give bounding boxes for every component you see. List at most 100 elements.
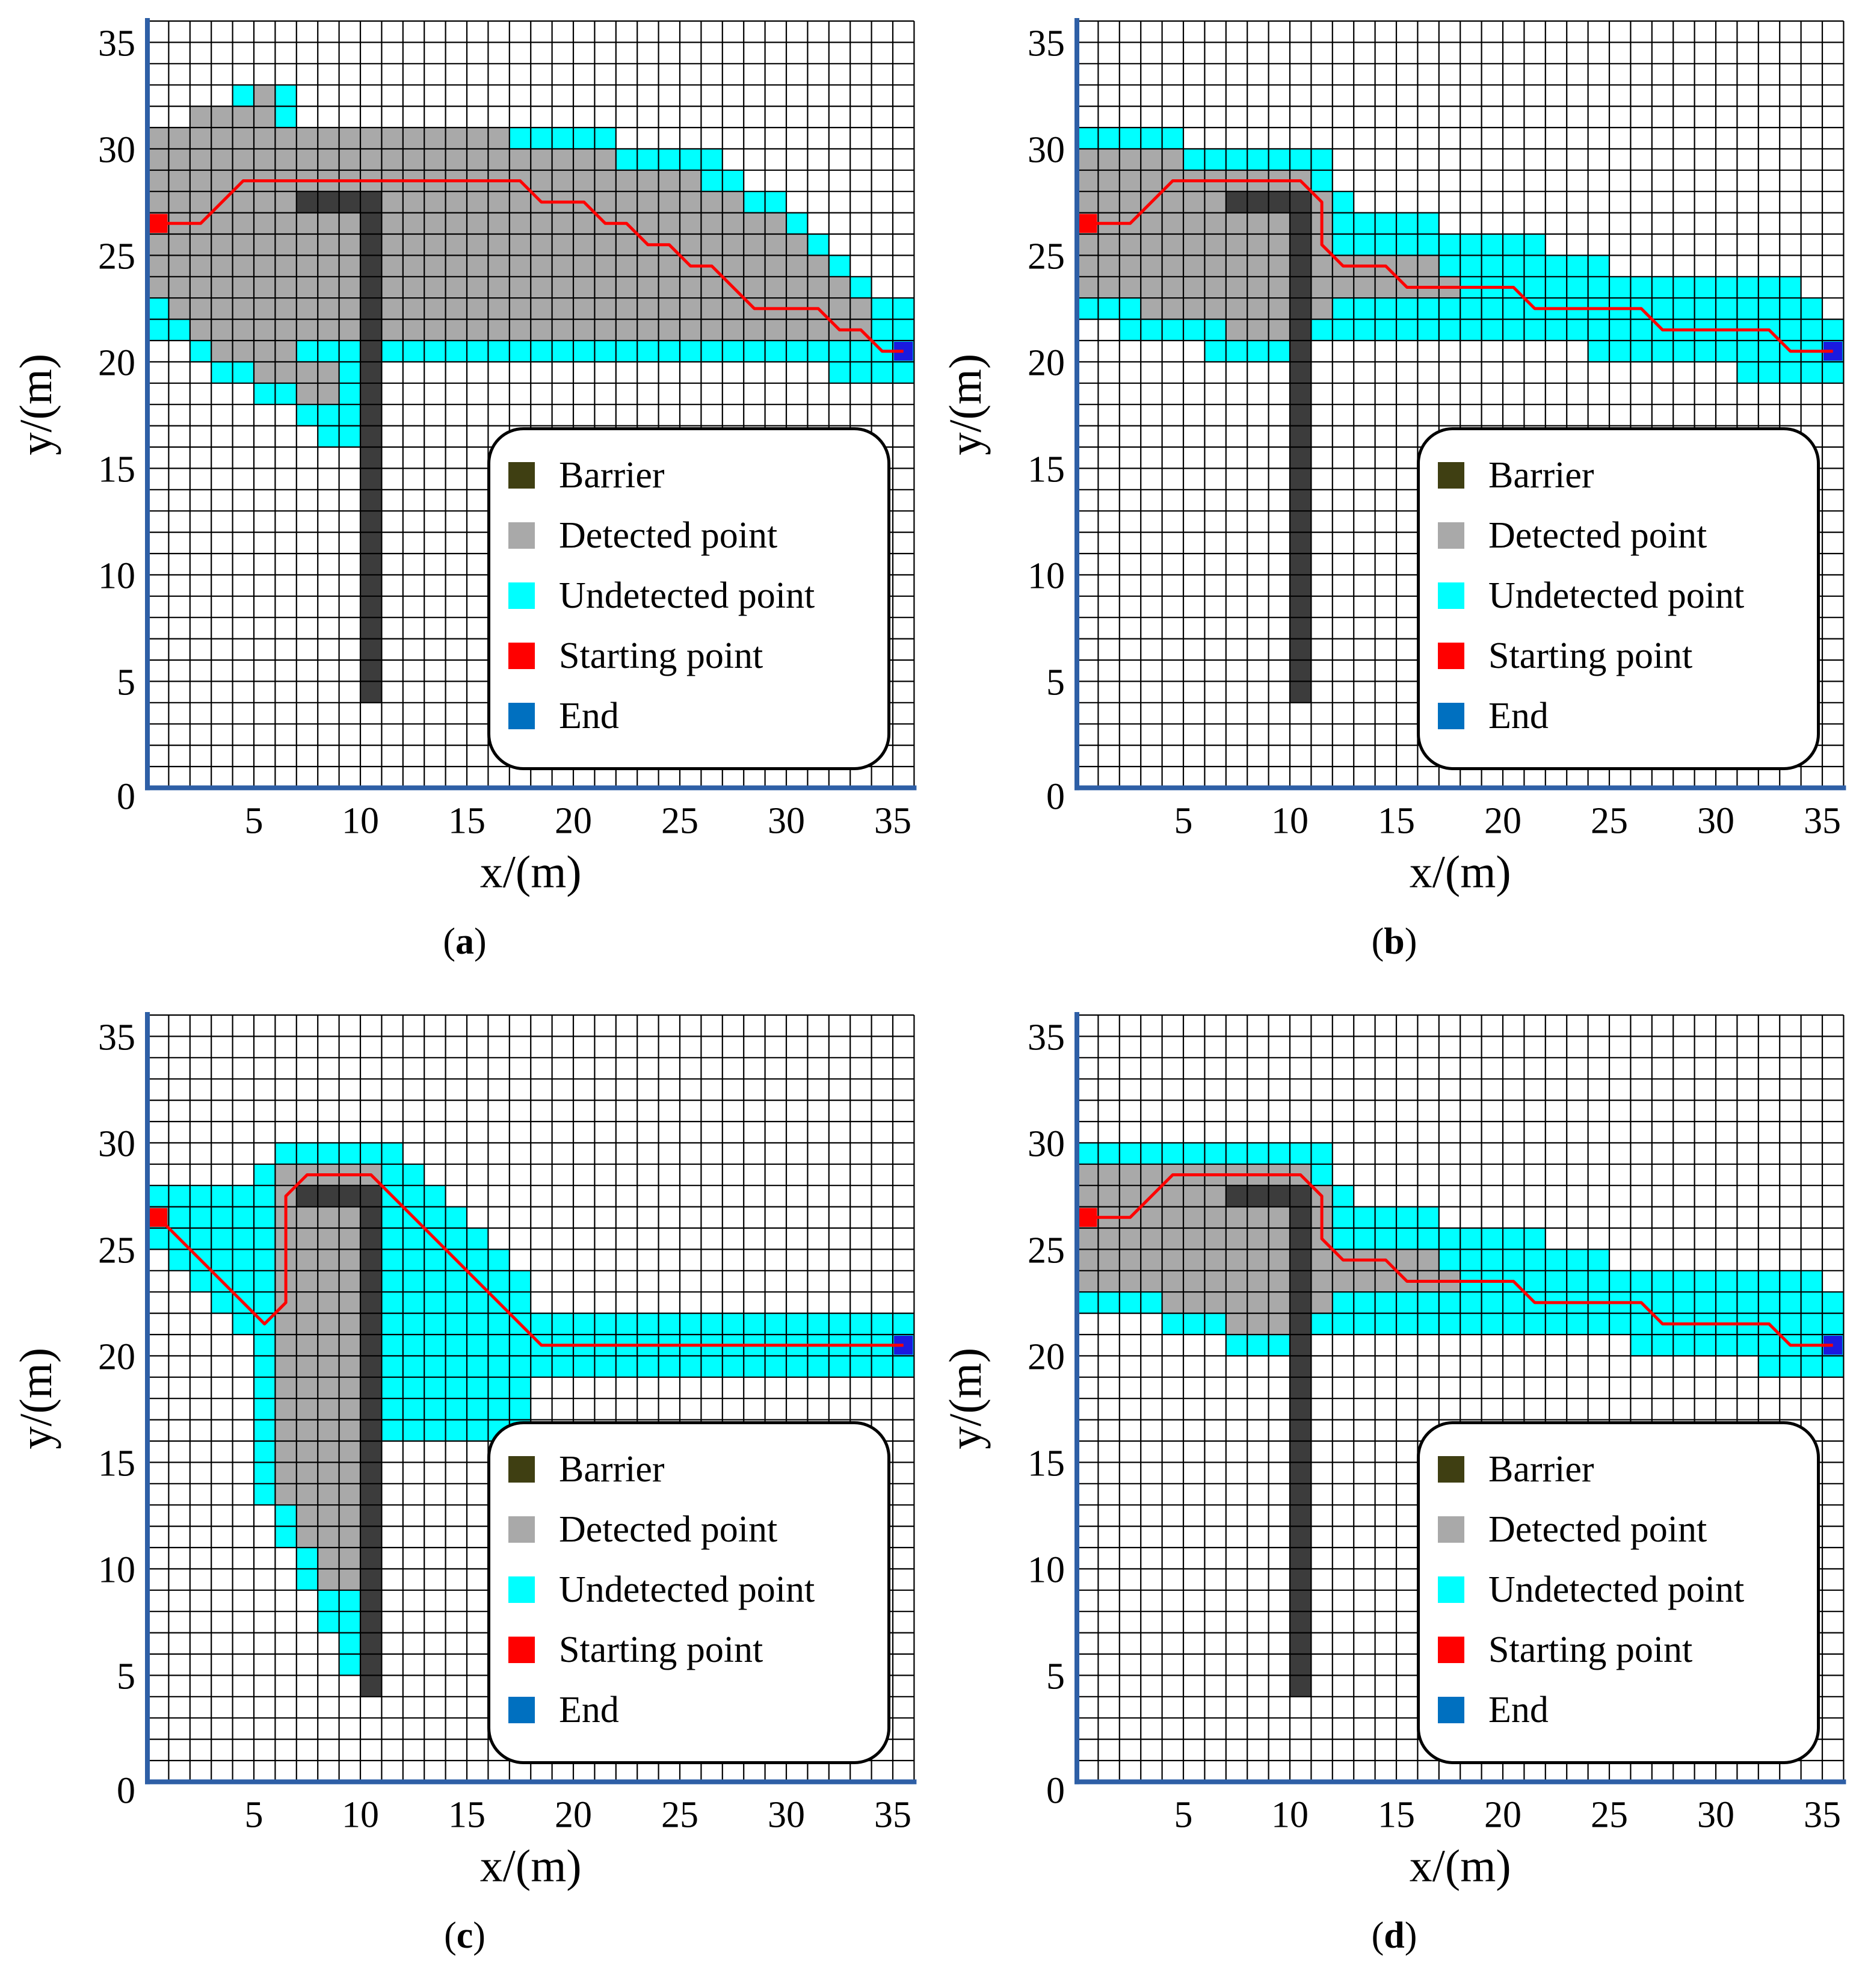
legend-swatch [1438,703,1464,729]
y-tick-label: 15 [98,1443,135,1484]
legend-c: Barrier Detected point Undetected point … [487,1421,890,1764]
x-tick-label: 10 [1271,800,1309,841]
legend-swatch [1438,462,1464,489]
legend-swatch [508,643,535,669]
y-tick-label: 20 [98,1336,135,1377]
legend-label: Detected point [1488,1508,1707,1550]
panel-d: 5 10 15 20 25 30 35 35 30 25 20 15 10 5 0 x/(m) y/(m) Ba… [930,994,1859,1988]
legend-label: End [559,1689,619,1730]
panel-caption-d: (d) [1371,1915,1417,1956]
panel-letter: d [1384,1915,1405,1956]
legend-swatch [1438,582,1464,609]
y-tick-label: 25 [1028,236,1065,277]
y-tick-label: 10 [1028,1549,1065,1590]
x-tick-label: 10 [342,1794,379,1835]
undetected-cell-row [1737,362,1844,383]
x-tick-label: 10 [342,800,379,841]
undetected-cell-row [296,404,360,426]
legend-swatch [508,1697,535,1723]
y-tick-label: 5 [117,662,135,703]
y-tick-label: 5 [1046,1656,1065,1697]
x-axis-label: x/(m) [480,1841,582,1891]
y-tick-label: 15 [1028,449,1065,490]
legend-item-undetected: Undetected point [1438,1560,1744,1620]
legend-swatch [1438,1697,1464,1723]
x-tick-label: 20 [555,1794,592,1835]
x-tick-label: 5 [1174,800,1193,841]
legend-label: End [1488,1689,1549,1730]
y-tick-label: 20 [1028,342,1065,383]
legend-label: Starting point [1488,635,1693,676]
detected-cell-row [147,234,808,256]
y-tick-label: 20 [1028,1336,1065,1377]
y-tick-label: 10 [98,555,135,596]
x-tick-label: 20 [555,800,592,841]
legend-label: Detected point [1488,514,1707,556]
legend-swatch [508,522,535,549]
panel-caption-a: (a) [443,921,487,962]
planned-path [156,1173,904,1347]
legend-item-detected: Detected point [508,505,777,566]
planned-path [1087,179,1833,353]
legend-swatch [1438,1456,1464,1483]
y-tick-label: 35 [1028,23,1065,64]
legend-swatch [1438,1516,1464,1543]
legend-label: Starting point [559,635,763,676]
y-tick-label: 30 [1028,1123,1065,1164]
y-tick-label: 10 [1028,555,1065,596]
x-tick-label: 5 [245,800,264,841]
x-tick-label: 15 [448,1794,486,1835]
x-tick-label: 10 [1271,1794,1309,1835]
x-axis-label: x/(m) [480,847,582,897]
x-tick-label: 30 [1697,1794,1734,1835]
y-tick-label: 25 [98,1230,135,1271]
y-tick-label: 25 [1028,1230,1065,1271]
y-tick-label: 5 [117,1656,135,1697]
panel-a: 5 10 15 20 25 30 35 35 30 25 20 15 10 5 0 x/(m) y/(m) Ba… [0,0,930,994]
y-tick-label: 35 [98,23,135,64]
x-tick-label: 35 [874,800,911,841]
y-tick-label: 35 [1028,1017,1065,1058]
legend-label: Undetected point [1488,575,1745,616]
planned-path [158,179,904,353]
panel-letter: b [1384,921,1405,962]
x-tick-label: 35 [1804,1794,1841,1835]
grid-map-b: 5 10 15 20 25 30 35 35 30 25 20 15 10 5 0 x/(m) y/(m) [940,18,1846,897]
detected-cell-row [296,1526,360,1548]
legend-item-undetected: Undetected point [508,566,815,626]
legend-a: Barrier Detected point Undetected point … [487,427,890,770]
detected-cell-row [296,1505,360,1526]
legend-swatch [508,1637,535,1663]
y-axis-label: y/(m) [940,354,991,455]
legend-label: End [1488,695,1549,736]
legend-item-barrier: Barrier [1438,445,1594,505]
y-tick-label: 30 [98,1123,135,1164]
legend-swatch [1438,1637,1464,1663]
y-tick-label: 20 [98,342,135,383]
y-tick-label: 10 [98,1549,135,1590]
undetected-cell-row [1077,128,1183,149]
legend-d: Barrier Detected point Undetected point … [1417,1421,1820,1764]
legend-swatch [508,703,535,729]
legend-item-barrier: Barrier [508,1439,665,1499]
y-axis-label: y/(m) [11,354,61,455]
y-tick-label: 0 [1046,776,1065,817]
legend-swatch [508,1576,535,1603]
legend-b: Barrier Detected point Undetected point … [1417,427,1820,770]
y-axis-label: y/(m) [11,1348,61,1449]
x-tick-label: 25 [1591,1794,1628,1835]
legend-item-start: Starting point [1438,626,1692,686]
panel-letter: c [456,1915,473,1956]
legend-label: Undetected point [1488,1569,1745,1610]
legend-label: Starting point [559,1629,763,1670]
legend-swatch [1438,1576,1464,1603]
y-tick-label: 25 [98,236,135,277]
panel-caption-b: (b) [1371,921,1417,962]
y-tick-label: 15 [98,449,135,490]
legend-item-end: End [1438,686,1549,746]
legend-swatch [508,582,535,609]
y-tick-label: 5 [1046,662,1065,703]
x-tick-label: 30 [768,1794,805,1835]
legend-swatch [1438,522,1464,549]
legend-item-detected: Detected point [1438,1499,1707,1560]
